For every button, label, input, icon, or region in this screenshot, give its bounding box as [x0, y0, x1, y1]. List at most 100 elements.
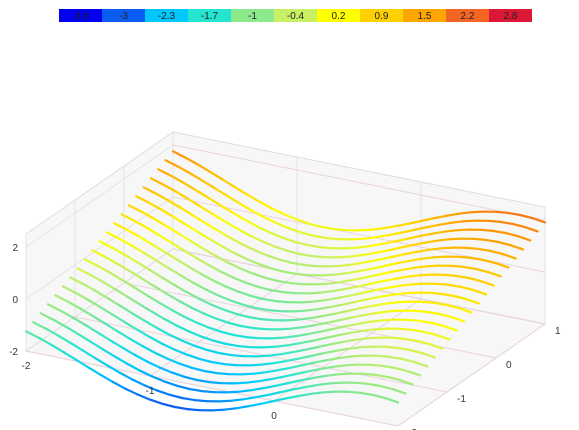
surface-line-segment: [410, 241, 425, 247]
surface-line-segment: [327, 356, 342, 361]
surface-line-segment: [384, 345, 399, 349]
surface-line-segment: [222, 363, 238, 367]
surface-line-segment: [287, 342, 302, 347]
surface-line-segment: [343, 285, 359, 291]
surface-line-segment: [432, 255, 448, 259]
surface-line-segment: [212, 279, 227, 288]
surface-line-segment: [390, 292, 406, 296]
surface-line-segment: [185, 290, 200, 300]
surface-line-segment: [309, 315, 324, 320]
surface-line-segment: [355, 245, 371, 249]
surface-line-segment: [153, 285, 168, 295]
surface-line-segment: [210, 408, 226, 412]
surface-line-segment: [368, 319, 384, 323]
surface-line-segment: [151, 375, 166, 383]
surface-line-segment: [363, 236, 378, 240]
surface-line-segment: [255, 393, 271, 399]
surface-line-segment: [157, 168, 172, 177]
surface-line-segment: [428, 343, 444, 350]
surface-line-segment: [494, 210, 509, 214]
surface-line-segment: [121, 346, 136, 356]
surface-line-segment: [402, 250, 418, 256]
surface-line-segment: [146, 360, 161, 369]
surface-line-segment: [143, 251, 158, 262]
surface-line-segment: [276, 279, 292, 285]
surface-line-segment: [353, 298, 369, 304]
surface-line-segment: [120, 213, 136, 222]
tick-label: 0: [506, 360, 512, 371]
surface-line-segment: [274, 300, 289, 304]
surface-line-segment: [187, 197, 202, 208]
surface-line-segment: [239, 202, 254, 212]
axis-ticks: -2-101-2-101-202: [9, 243, 561, 430]
surface-line-segment: [408, 348, 424, 355]
surface-line-segment: [293, 240, 309, 247]
surface-line-segment: [24, 330, 40, 339]
surface-line-segment: [240, 372, 255, 376]
surface-line-segment: [331, 325, 347, 331]
surface-line-segment: [423, 330, 439, 337]
surface-line-segment: [322, 390, 338, 394]
surface-line-segment: [308, 222, 323, 229]
surface-line-segment: [311, 299, 327, 303]
surface-line-segment: [396, 300, 411, 304]
surface-line-segment: [200, 335, 215, 342]
surface-line-segment: [138, 369, 154, 378]
surface-line-segment: [340, 263, 356, 267]
surface-line-segment: [195, 321, 210, 329]
surface-line-segment: [199, 272, 215, 282]
surface-line-segment: [376, 354, 392, 358]
surface-line-segment: [435, 282, 451, 286]
surface-line-segment: [189, 240, 205, 250]
surface-line-segment: [482, 258, 497, 265]
surface-line-segment: [460, 285, 475, 292]
surface-line-segment: [247, 363, 263, 367]
surface-line-segment: [154, 192, 170, 202]
surface-line-segment: [56, 334, 72, 344]
surface-line-segment: [464, 246, 480, 250]
surface-line-segment: [168, 333, 183, 342]
surface-line-segment: [266, 254, 282, 261]
surface-line-segment: [291, 309, 307, 313]
surface-line-segment: [319, 327, 334, 333]
surface-line-segment: [157, 233, 173, 244]
surface-line-segment: [198, 357, 213, 364]
surface-line-segment: [357, 228, 373, 232]
surface-line-segment: [450, 316, 466, 323]
surface-line-segment: [332, 364, 347, 368]
surface-line-segment: [222, 308, 237, 315]
surface-line-segment: [96, 331, 112, 342]
surface-line-segment: [312, 336, 327, 342]
surface-line-segment: [208, 381, 223, 385]
surface-line-segment: [454, 228, 470, 232]
surface-line-segment: [388, 268, 403, 274]
surface-line-segment: [416, 339, 431, 346]
surface-line-segment: [351, 313, 367, 319]
legend-label: 0.2: [332, 11, 346, 22]
surface-line-segment: [358, 267, 373, 273]
surface-line-segment: [331, 288, 346, 293]
surface-line-segment: [447, 283, 463, 289]
surface-line-segment: [329, 303, 344, 309]
surface-line-segment: [430, 230, 445, 235]
surface-line-segment: [285, 394, 300, 400]
surface-line-segment: [465, 298, 480, 305]
legend-swatch: [102, 9, 145, 22]
surface-line-segment: [292, 385, 308, 391]
surface-line-segment: [256, 225, 271, 234]
surface-line-segment: [310, 391, 325, 395]
surface-line-segment: [413, 309, 429, 313]
surface-line-segment: [197, 297, 213, 306]
surface-line-segment: [145, 294, 161, 304]
surface-line-segment: [328, 264, 344, 268]
surface-line-segment: [313, 282, 329, 286]
surface-line-segment: [258, 200, 274, 210]
legend-label: -0.4: [287, 11, 305, 22]
surface-line-segment: [462, 265, 478, 271]
surface-line-segment: [256, 285, 272, 292]
surface-line-segment: [457, 211, 472, 215]
surface-line-segment: [271, 267, 287, 274]
surface-line-segment: [199, 205, 214, 216]
surface-line-segment: [435, 238, 450, 242]
surface-line-segment: [135, 195, 150, 204]
